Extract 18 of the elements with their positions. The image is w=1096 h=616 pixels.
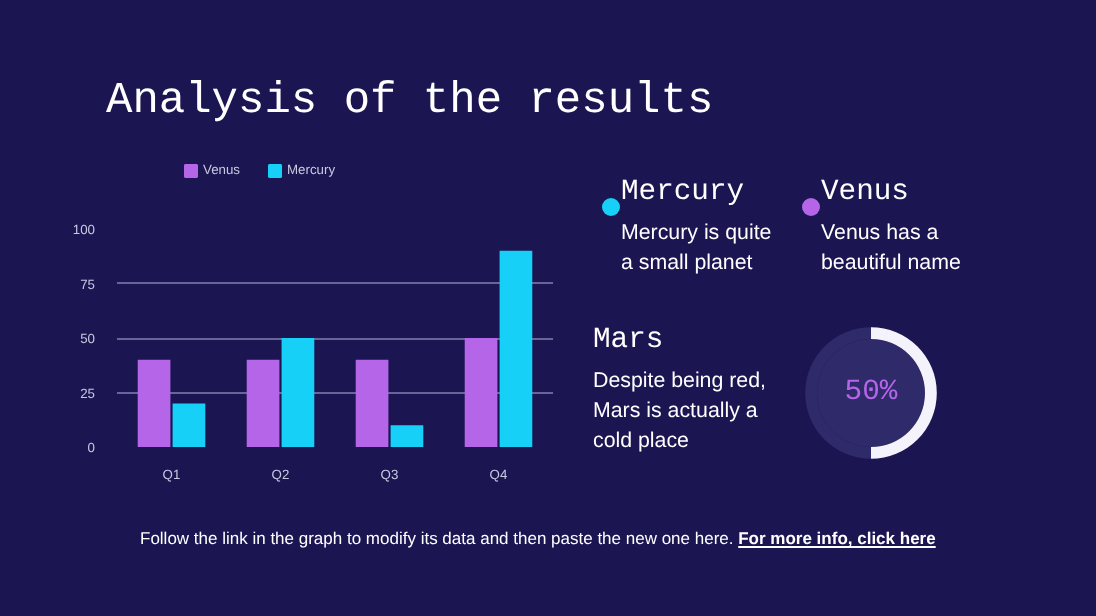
bar	[172, 403, 206, 447]
bar	[246, 359, 280, 447]
bar	[137, 359, 171, 447]
text: Follow the link in the graph to modify its data and then paste the new one here.	[140, 528, 734, 548]
text: Mars	[593, 325, 664, 357]
text: 50%	[844, 377, 898, 409]
text: For more info, click here	[738, 528, 936, 548]
bar	[355, 359, 389, 447]
text: Despite being red, Mars is actually a cold place	[593, 369, 766, 453]
bar	[390, 425, 424, 447]
bar	[464, 338, 498, 447]
chart-title: Analysis of the results	[106, 74, 714, 130]
bar	[499, 250, 533, 447]
bar	[281, 338, 315, 447]
text: Venus	[821, 177, 909, 209]
text: Mercury is quite a small planet	[621, 221, 772, 275]
text: Mercury	[621, 177, 745, 209]
text: Venus has a beautiful name	[821, 221, 961, 275]
